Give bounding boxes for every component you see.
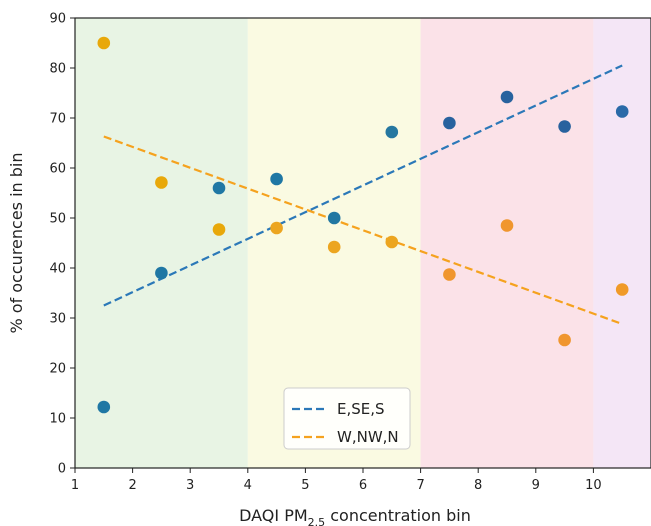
band-4	[593, 18, 651, 468]
y-tick-label-90: 90	[49, 12, 66, 27]
y-tick-label-20: 20	[49, 362, 66, 377]
x-tick-label-6: 6	[359, 478, 367, 493]
x-tick-label-3: 3	[186, 478, 194, 493]
point-series-1-2	[155, 266, 168, 280]
point-series-2-4	[270, 221, 283, 235]
x-tick-label-2: 2	[128, 478, 136, 493]
x-axis-label: DAQI PM2.5 concentration bin	[239, 506, 471, 526]
point-series-1-4	[270, 172, 283, 186]
x-tick-label-10: 10	[585, 478, 602, 493]
point-series-1-1	[97, 400, 111, 414]
y-tick-label-40: 40	[49, 262, 66, 277]
point-series-2-10	[615, 283, 629, 296]
band-1	[75, 18, 248, 468]
y-tick-label-10: 10	[49, 412, 66, 427]
legend-label-w-nw-n: W,NW,N	[337, 428, 399, 446]
y-tick-label-70: 70	[49, 112, 66, 127]
point-series-2-2	[155, 176, 168, 189]
y-axis-ticks: 0 10 20 30 40 50 60 70 80 90	[49, 12, 75, 477]
point-series-2-6	[385, 235, 399, 249]
y-tick-label-50: 50	[49, 212, 66, 227]
x-tick-label-8: 8	[474, 478, 482, 493]
point-series-1-9	[558, 120, 571, 133]
point-series-1-3	[212, 181, 226, 195]
x-tick-label-5: 5	[301, 478, 309, 493]
point-series-2-3	[212, 223, 226, 236]
x-axis-label-tail: concentration bin	[325, 506, 471, 525]
y-axis-label: % of occurences in bin	[7, 152, 26, 333]
y-tick-label-60: 60	[49, 162, 66, 177]
trend-line-series-2	[103, 135, 623, 326]
legend-label-e-se-s: E,SE,S	[337, 400, 385, 418]
x-tick-label-1: 1	[71, 478, 79, 493]
y-tick-label-30: 30	[49, 312, 66, 327]
point-series-1-10	[615, 105, 629, 118]
y-tick-label-80: 80	[49, 62, 66, 77]
x-axis-label-main: DAQI PM	[239, 506, 308, 525]
x-tick-label-4: 4	[244, 478, 252, 493]
point-series-1-5	[327, 211, 341, 225]
point-series-2-5	[327, 240, 341, 254]
point-series-1-6	[385, 125, 399, 139]
x-tick-label-7: 7	[416, 478, 424, 493]
band-3	[420, 18, 594, 468]
point-series-2-7	[443, 268, 456, 281]
legend: E,SE,S W,NW,N	[283, 387, 411, 450]
data-points	[97, 36, 629, 414]
point-series-2-9	[558, 333, 571, 347]
y-tick-label-0: 0	[58, 462, 66, 477]
x-tick-label-9: 9	[532, 478, 540, 493]
trend-lines	[103, 64, 623, 326]
point-series-2-8	[500, 219, 514, 232]
point-series-1-7	[443, 116, 456, 130]
point-series-2-1	[97, 36, 111, 50]
x-axis-ticks: 1 2 3 4 5 6 7 8 9 10	[71, 468, 602, 493]
point-series-1-8	[500, 90, 514, 104]
x-axis-label-subscript: 2.5	[308, 516, 326, 526]
